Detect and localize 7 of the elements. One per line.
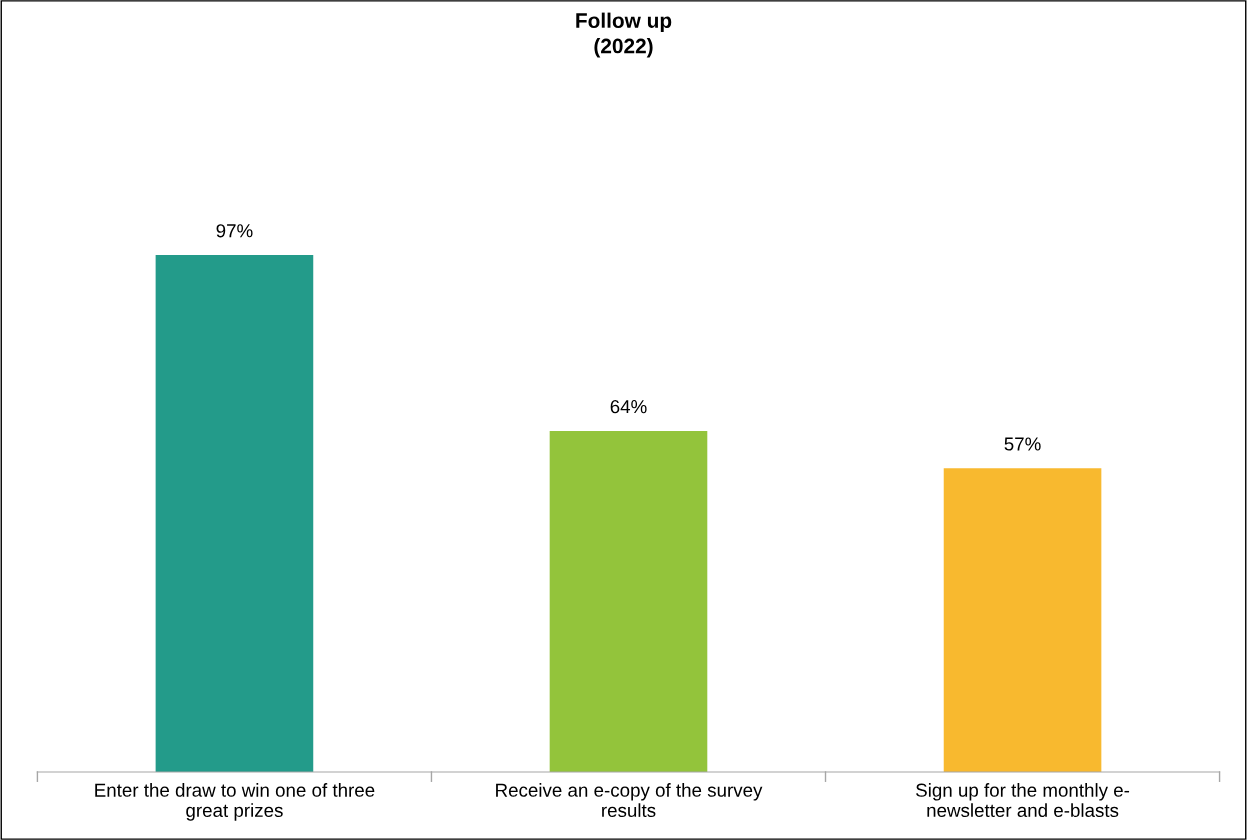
data-label: 64% [610,400,647,414]
x-tick-label: Receive an e-copy of the survey results [496,783,763,818]
data-label: 97% [216,224,253,238]
x-tick-label: Sign up for the monthly e- newsletter and e-blasts [916,783,1130,818]
data-label: 57% [1004,437,1041,451]
x-tick-label: Enter the draw to win one of three great prizes [95,783,375,821]
chart-title: Follow up (2022) [576,12,672,58]
